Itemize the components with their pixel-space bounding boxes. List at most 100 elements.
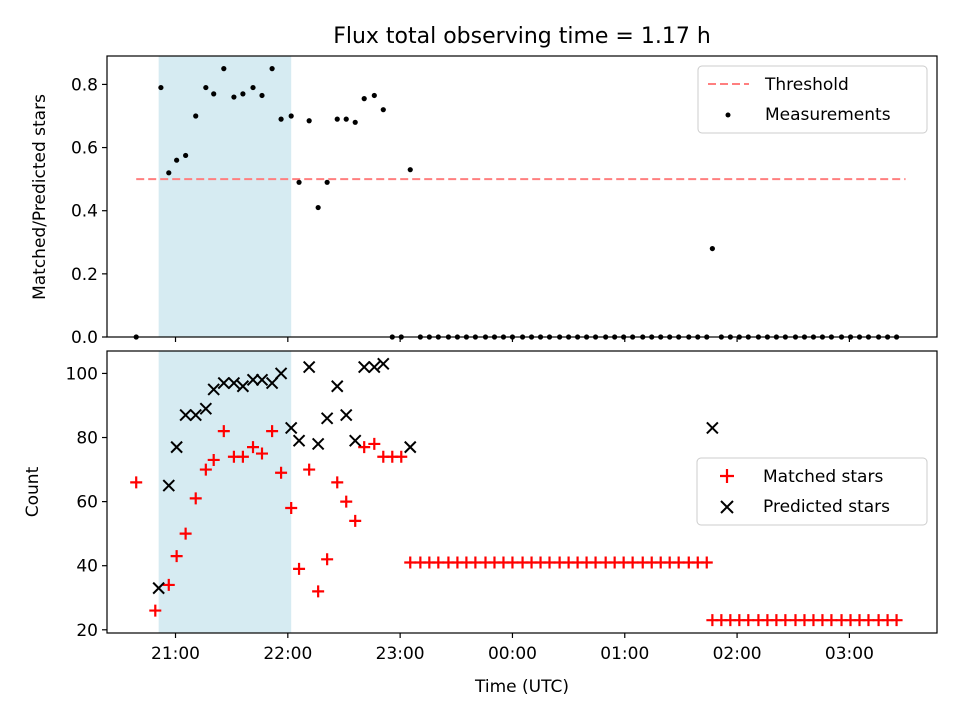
matched-star-marker — [275, 466, 288, 479]
top-y-tick-label: 0.6 — [71, 139, 98, 159]
matched-star-marker — [217, 425, 230, 438]
bottom-legend-box — [696, 457, 928, 526]
matched-star-marker — [170, 550, 183, 563]
top-legend: Threshold Measurements — [697, 65, 928, 134]
predicted-star-marker — [199, 402, 213, 415]
predicted-star-marker — [357, 360, 371, 374]
bottom-y-tick-label: 100 — [66, 364, 98, 384]
matched-star-marker — [404, 556, 417, 569]
x-tick-label: 03:00 — [825, 644, 874, 664]
matched-star-marker — [862, 614, 875, 627]
measurement-point — [240, 91, 246, 97]
predicted-star-marker — [246, 373, 260, 387]
top-legend-box — [697, 65, 928, 134]
x-tick-label: 01:00 — [600, 644, 649, 664]
predicted-star-marker — [274, 367, 288, 380]
matched-stars-points — [130, 425, 903, 627]
measurement-point — [343, 116, 349, 122]
bottom-y-tick-label: 60 — [76, 493, 98, 513]
predicted-star-marker — [207, 383, 220, 396]
x-tick-label: 23:00 — [376, 644, 425, 664]
matched-star-marker — [340, 495, 353, 508]
measurement-point — [352, 119, 358, 125]
matched-star-marker — [149, 604, 162, 617]
bottom-y-tick-label: 40 — [76, 557, 98, 577]
matched-star-marker — [672, 556, 685, 569]
predicted-star-marker — [189, 408, 202, 422]
matched-star-marker — [293, 562, 306, 575]
matched-star-marker — [321, 553, 334, 566]
top-y-tick-label: 0.0 — [71, 328, 98, 348]
measurements-legend-label: Measurements — [765, 105, 891, 125]
measurement-point — [334, 116, 340, 122]
bottom-y-tick-label: 20 — [76, 621, 98, 641]
matched-star-marker — [779, 614, 792, 627]
matched-star-marker — [236, 450, 249, 463]
measurement-point — [193, 113, 199, 119]
bottom-panel: 20 40 60 80 100 21:00 22:00 23:00 00:00 01:00 02:… — [23, 350, 938, 697]
matched-star-marker — [825, 614, 838, 627]
measurement-point — [231, 94, 237, 100]
measurement-point — [269, 66, 275, 72]
predicted-star-marker — [340, 408, 353, 422]
predicted-star-marker — [236, 380, 250, 393]
predicted-star-marker — [179, 408, 192, 422]
measurement-point — [288, 113, 294, 119]
predicted-star-marker — [706, 421, 719, 435]
threshold-legend-label: Threshold — [764, 75, 849, 95]
predicted-star-marker — [265, 376, 279, 390]
top-shaded-span — [158, 56, 292, 337]
x-axis-label: Time (UTC) — [474, 677, 569, 697]
bottom-shaded-span — [158, 351, 292, 633]
matched-star-marker — [199, 463, 212, 476]
matched-star-marker — [506, 556, 519, 569]
predicted-star-marker — [255, 373, 269, 387]
predicted-star-marker — [284, 421, 298, 435]
top-y-axis: 0.0 0.2 0.4 0.6 0.8 — [71, 75, 107, 348]
x-tick-label: 00:00 — [488, 644, 537, 664]
measurement-point — [407, 167, 413, 173]
top-y-tick-label: 0.8 — [71, 75, 98, 95]
matched-star-marker — [266, 425, 279, 438]
matched-star-marker — [358, 441, 371, 454]
matched-star-marker — [349, 514, 362, 527]
x-tick-label: 21:00 — [151, 644, 200, 664]
measurement-point — [211, 91, 217, 97]
matched-star-marker — [395, 450, 408, 463]
top-y-axis-label: Matched/Predicted stars — [30, 94, 50, 300]
measurement-point — [174, 157, 180, 163]
x-tick-label: 02:00 — [713, 644, 762, 664]
predicted-star-marker — [227, 376, 241, 390]
matched-star-marker — [469, 556, 482, 569]
matched-star-marker — [368, 437, 381, 450]
matched-star-marker — [285, 502, 298, 515]
predicted-star-marker — [217, 376, 231, 390]
matched-star-marker — [179, 527, 192, 540]
matched-stars-legend-label: Matched stars — [763, 467, 883, 487]
measurement-point — [183, 152, 189, 159]
matched-star-marker — [312, 585, 325, 598]
matched-star-marker — [626, 556, 639, 569]
measurement-point — [278, 116, 284, 122]
measurement-point — [221, 66, 227, 72]
predicted-stars-legend-swatch — [720, 500, 734, 514]
bottom-x-axis: 21:00 22:00 23:00 00:00 01:00 02:00 03:00 — [151, 633, 874, 664]
matched-star-marker — [589, 556, 602, 569]
matched-star-marker — [255, 447, 268, 460]
measurement-point — [203, 84, 209, 91]
matched-stars-legend-swatch — [720, 469, 734, 483]
top-y-tick-label: 0.4 — [71, 202, 98, 222]
predicted-star-marker — [292, 434, 306, 447]
measurement-points — [133, 66, 900, 340]
measurement-point — [296, 179, 302, 185]
bottom-axes-frame — [106, 350, 938, 634]
bottom-y-axis: 20 40 60 80 100 — [66, 364, 107, 641]
predicted-star-marker — [162, 479, 175, 492]
matched-star-marker — [543, 556, 556, 569]
measurement-point — [380, 107, 386, 113]
matched-star-marker — [890, 614, 903, 627]
top-x-ticks — [174, 337, 850, 342]
measurement-point — [361, 96, 367, 102]
matched-star-marker — [207, 453, 220, 466]
measurement-point — [315, 204, 321, 211]
